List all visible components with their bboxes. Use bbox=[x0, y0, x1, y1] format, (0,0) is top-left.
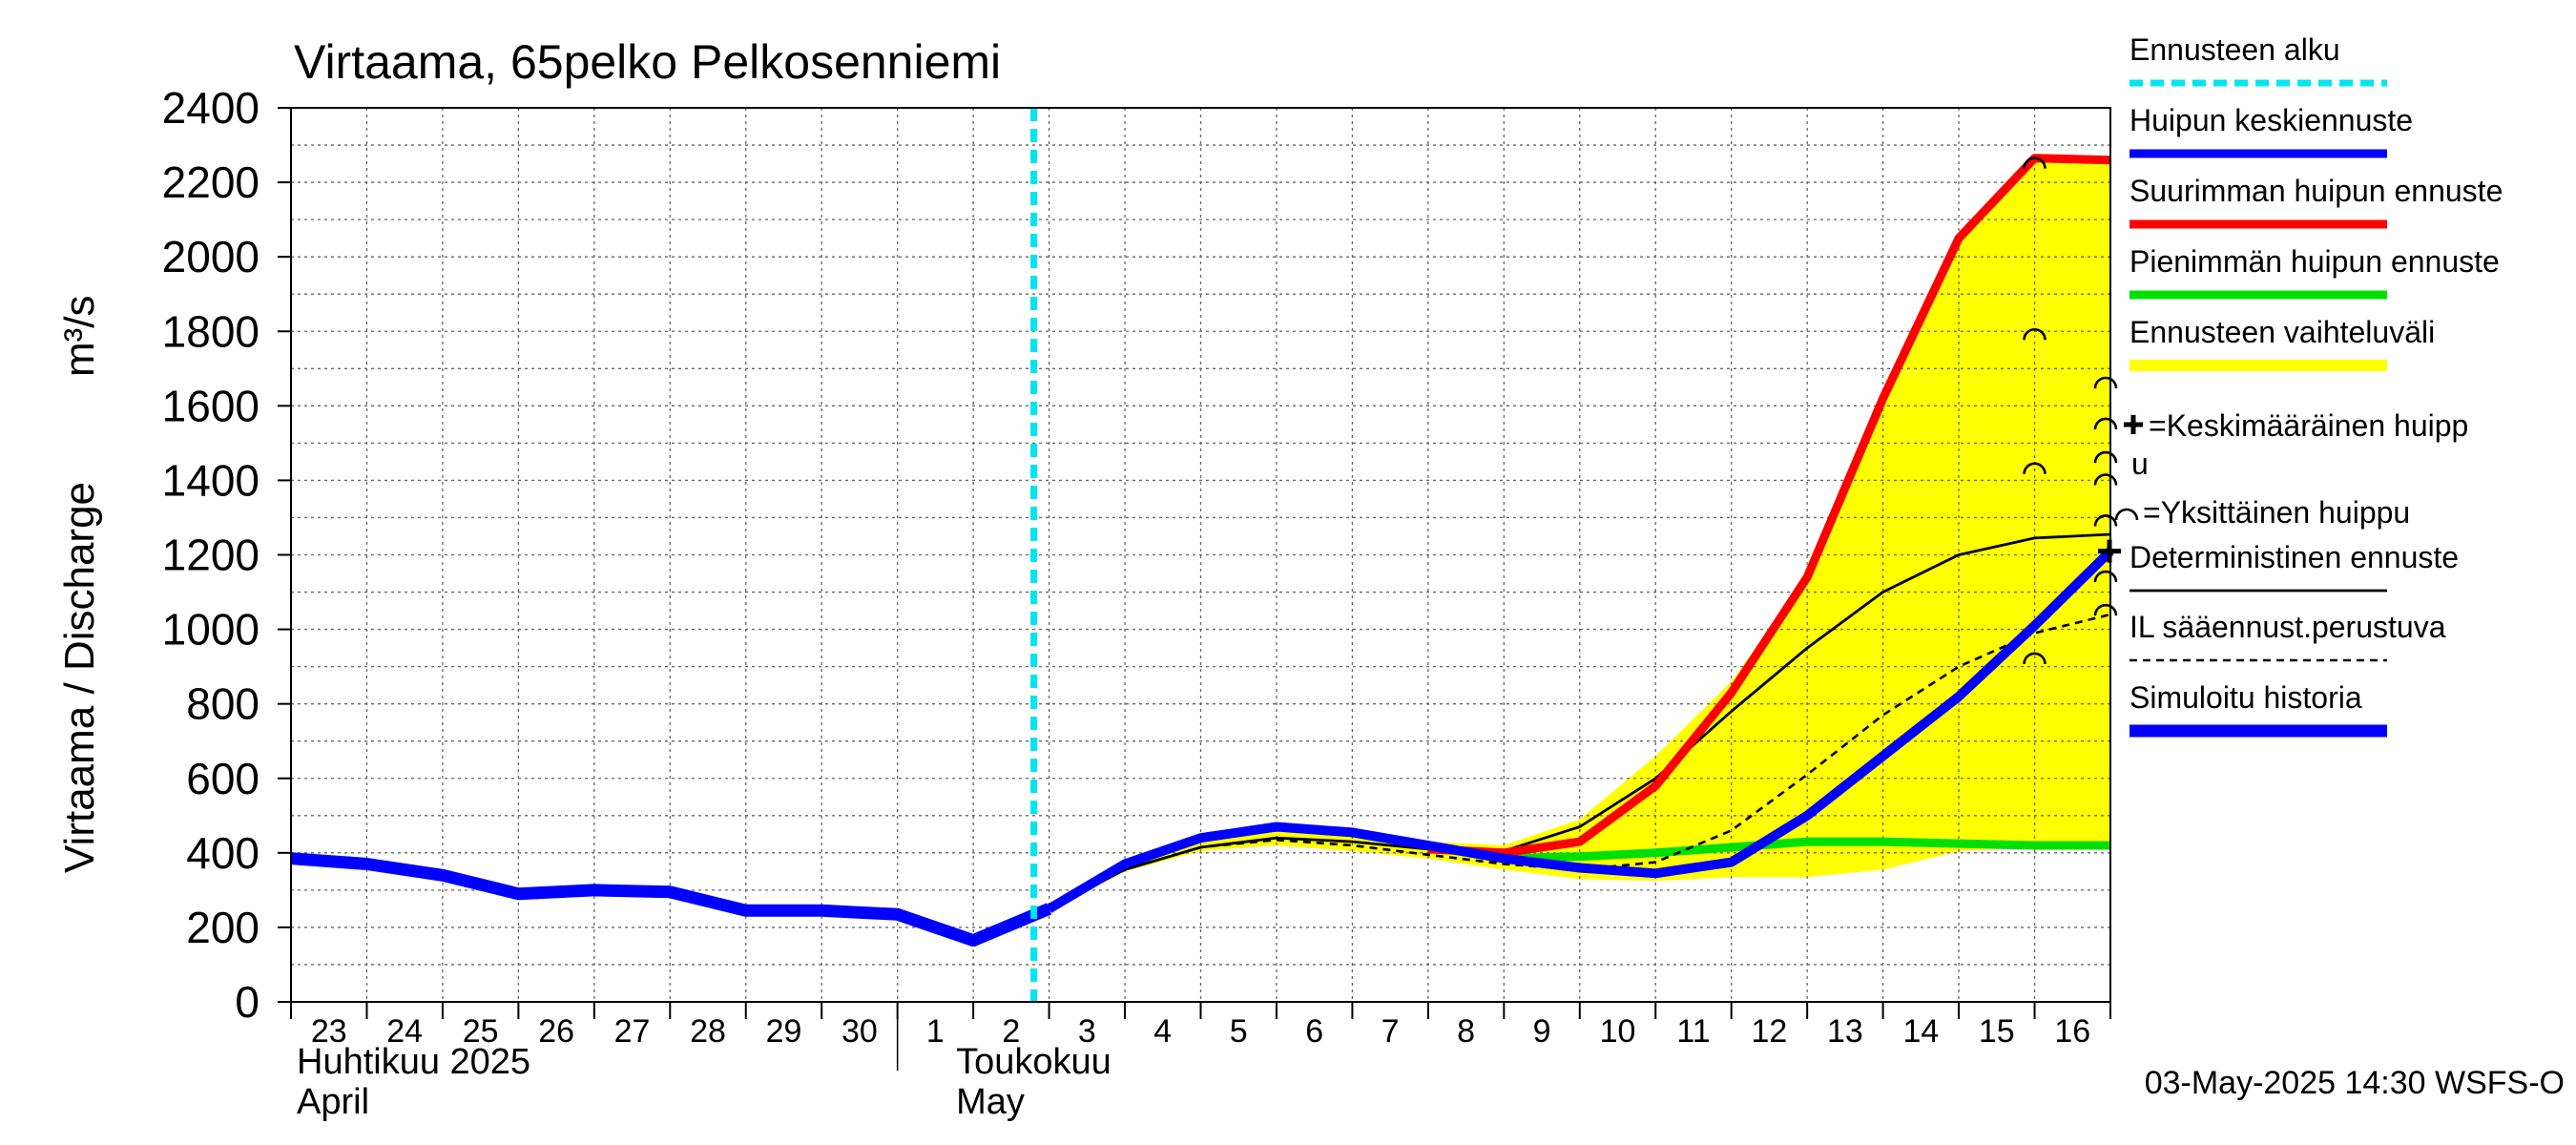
single-peak-marker bbox=[2093, 473, 2118, 486]
x-tick-label: 3 bbox=[1078, 1013, 1096, 1050]
month-label-en: May bbox=[956, 1082, 1025, 1122]
x-tick-label: 12 bbox=[1752, 1013, 1788, 1050]
single-peak-marker bbox=[2093, 570, 2118, 583]
x-tick-label: 14 bbox=[1902, 1013, 1939, 1050]
x-tick-label: 8 bbox=[1457, 1013, 1475, 1050]
x-tick-label: 23 bbox=[311, 1013, 347, 1050]
y-tick-label: 1800 bbox=[162, 306, 260, 356]
single-peak-marker bbox=[2023, 156, 2046, 169]
legend: Ennusteen alku Huipun keskiennuste Suurimm… bbox=[2114, 32, 2503, 738]
y-axis-unit: m³/s bbox=[56, 295, 103, 377]
y-tick-label: 2400 bbox=[162, 83, 260, 133]
single-peak-marker bbox=[2093, 417, 2118, 430]
legend-label-history: Simuloitu historia bbox=[2129, 680, 2362, 715]
series-line-peak-max bbox=[1427, 154, 2111, 858]
x-tick-label: 7 bbox=[1381, 1013, 1400, 1050]
timestamp: 03-May-2025 14:30 WSFS-O bbox=[2145, 1065, 2565, 1101]
series-layer bbox=[290, 108, 2114, 1002]
legend-label-single-peak: =Yksittäinen huippu bbox=[2143, 495, 2410, 530]
x-tick-label: 29 bbox=[766, 1013, 802, 1050]
x-tick-label: 9 bbox=[1533, 1013, 1551, 1050]
single-peak-marker bbox=[2093, 376, 2118, 389]
x-tick-label: 6 bbox=[1305, 1013, 1323, 1050]
x-tick-label: 27 bbox=[614, 1013, 651, 1050]
x-tick-label: 11 bbox=[1676, 1013, 1710, 1050]
x-tick-label: 10 bbox=[1600, 1013, 1636, 1050]
series-line-peak-min bbox=[1504, 837, 2110, 864]
y-tick-label: 2200 bbox=[162, 157, 260, 207]
y-axis-label: Virtaama / Discharge bbox=[56, 482, 103, 873]
legend-symbol-mean-peak bbox=[2124, 415, 2143, 434]
single-peak-marker bbox=[2023, 652, 2046, 665]
range-band bbox=[1049, 157, 2110, 911]
x-tick-label: 1 bbox=[926, 1013, 945, 1050]
x-tick-label: 2 bbox=[1002, 1013, 1020, 1050]
legend-label-forecast-start: Ennusteen alku bbox=[2129, 32, 2340, 67]
y-tick-label: 200 bbox=[186, 903, 260, 952]
x-tick-label: 5 bbox=[1230, 1013, 1248, 1050]
legend-label-range-fill: Ennusteen vaihteluväli bbox=[2129, 315, 2435, 349]
y-tick-label: 400 bbox=[186, 828, 260, 878]
series-line-peak-mean bbox=[1047, 548, 2114, 913]
single-peak-marker bbox=[2093, 514, 2118, 527]
y-tick-label: 600 bbox=[186, 754, 260, 803]
x-tick-label: 26 bbox=[538, 1013, 574, 1050]
x-tick-label: 28 bbox=[690, 1013, 726, 1050]
x-tick-label: 15 bbox=[1979, 1013, 2015, 1050]
x-tick-label: 30 bbox=[841, 1013, 878, 1050]
single-peak-marker bbox=[2023, 462, 2046, 474]
month-label-en: April bbox=[297, 1082, 369, 1122]
month-label-fi: Toukokuu bbox=[956, 1042, 1111, 1082]
x-tick-label: 4 bbox=[1153, 1013, 1172, 1050]
y-tick-label: 0 bbox=[235, 977, 260, 1027]
y-tick-label: 1400 bbox=[162, 455, 260, 505]
series-line-deterministic bbox=[1048, 532, 2111, 910]
series-line-history bbox=[290, 852, 1052, 947]
month-label-fi: Huhtikuu 2025 bbox=[297, 1042, 530, 1082]
x-tick-label: 25 bbox=[463, 1013, 499, 1050]
legend-label-il-based: IL sääennust.perustuva bbox=[2129, 610, 2446, 644]
y-tick-label: 800 bbox=[186, 679, 260, 729]
range-fill-layer bbox=[1049, 157, 2110, 911]
single-peak-marker bbox=[2023, 328, 2046, 341]
x-tick-label: 13 bbox=[1827, 1013, 1863, 1050]
chart-title: Virtaama, 65pelko Pelkosenniemi bbox=[294, 35, 1001, 89]
axes-layer: 0 200 400 600 800 1000 1200 1400 1600 1800 2000 220… bbox=[162, 83, 2111, 1122]
y-tick-label: 1000 bbox=[162, 605, 260, 655]
x-tick-label: 16 bbox=[2054, 1013, 2090, 1050]
legend-label-peak-mean: Huipun keskiennuste bbox=[2129, 103, 2413, 137]
single-peak-marker bbox=[2093, 450, 2118, 464]
y-tick-label: 2000 bbox=[162, 232, 260, 281]
x-tick-label: 24 bbox=[386, 1013, 423, 1050]
grid-layer bbox=[291, 108, 2110, 1002]
legend-label-peak-max: Suurimman huipun ennuste bbox=[2129, 174, 2503, 208]
legend-label-peak-min: Pienimmän huipun ennuste bbox=[2129, 244, 2500, 279]
legend-symbol-single-peak bbox=[2114, 508, 2139, 521]
legend-label-deterministic: Deterministinen ennuste bbox=[2129, 540, 2459, 574]
single-peak-marker bbox=[2093, 603, 2118, 616]
y-tick-label: 1600 bbox=[162, 381, 260, 430]
legend-label-mean-peak: =Keskimääräinen huipp bbox=[2149, 408, 2468, 443]
y-tick-label: 1200 bbox=[162, 531, 260, 580]
legend-label-mean-peak-cont: u bbox=[2131, 447, 2149, 481]
